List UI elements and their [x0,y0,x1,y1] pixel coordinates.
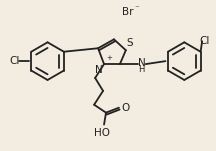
Text: Cl: Cl [9,56,19,66]
Text: Cl: Cl [200,36,210,46]
Text: Br: Br [122,7,133,17]
Text: ⁻: ⁻ [135,4,140,13]
Text: N: N [95,65,103,75]
Text: H: H [138,65,145,74]
Text: HO: HO [94,127,110,138]
Text: S: S [127,38,133,48]
Text: +: + [106,55,112,61]
Text: O: O [121,103,129,113]
Text: N: N [138,58,146,68]
